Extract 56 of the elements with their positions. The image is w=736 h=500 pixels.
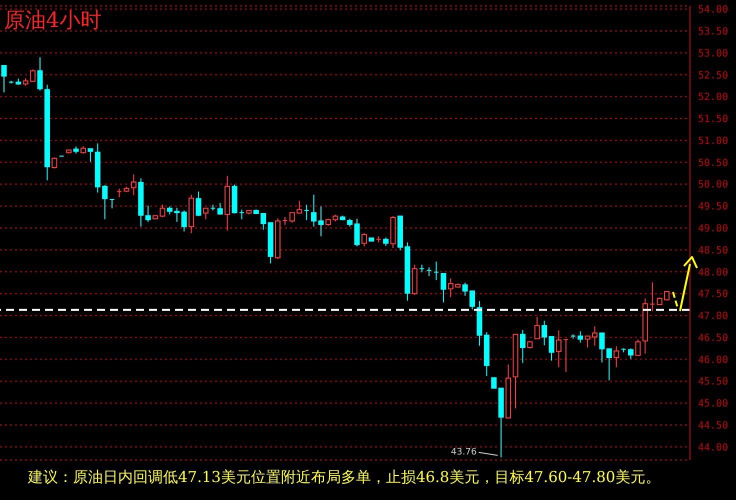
candlestick — [145, 205, 151, 222]
candlestick — [614, 346, 620, 368]
candlestick — [88, 148, 94, 162]
candlestick — [37, 56, 43, 91]
candlestick — [520, 329, 526, 364]
candlestick — [635, 339, 641, 356]
y-tick-label: 50.00 — [698, 180, 728, 191]
candlestick — [196, 191, 202, 217]
y-tick-label: 44.50 — [698, 420, 728, 432]
y-tick-label: 51.50 — [698, 114, 728, 126]
y-tick-label: 52.00 — [698, 92, 728, 104]
y-tick-label: 45.50 — [698, 376, 728, 388]
candlestick — [116, 188, 122, 198]
y-tick-label: 46.50 — [698, 332, 728, 344]
candlestick — [109, 199, 115, 209]
candlestick — [130, 174, 136, 196]
y-tick-label: 50.50 — [698, 158, 728, 169]
y-tick-label: 52.50 — [698, 70, 728, 82]
candlestick — [578, 330, 584, 344]
candlestick — [606, 348, 612, 381]
y-tick-label: 54.00 — [698, 4, 728, 16]
y-tick-label: 53.00 — [698, 48, 728, 60]
candlestick — [599, 332, 605, 363]
y-tick-label: 49.00 — [698, 224, 728, 235]
candlestick — [181, 210, 187, 232]
annotation: 43.76 — [450, 447, 477, 458]
candlestick — [563, 339, 569, 372]
candlestick — [238, 209, 244, 220]
candlestick — [650, 282, 656, 312]
y-tick-label: 53.50 — [698, 26, 728, 38]
candlestick — [491, 377, 497, 389]
y-tick-label: 48.00 — [698, 267, 728, 278]
y-tick-label: 45.00 — [698, 398, 728, 410]
y-tick-label: 51.00 — [698, 136, 728, 147]
chart-title: 原油4小时 — [4, 7, 102, 34]
candlestick — [361, 232, 367, 247]
candlestick — [534, 316, 540, 340]
y-tick-label: 47.50 — [698, 289, 728, 300]
candlestick — [434, 261, 440, 281]
y-tick-label: 46.00 — [698, 354, 728, 366]
candlestick — [628, 348, 634, 360]
y-tick-label: 48.50 — [698, 245, 728, 256]
candlestick — [304, 204, 310, 221]
y-tick-label: 49.50 — [698, 202, 728, 213]
candlestick — [556, 330, 562, 368]
candlestick — [217, 202, 223, 216]
candlestick — [52, 156, 58, 169]
candlestick — [542, 320, 548, 346]
candlestick — [1, 64, 7, 93]
y-tick-label: 47.00 — [698, 311, 728, 322]
candlestick — [548, 336, 554, 362]
text: 建议：原油日内回调低47.13美元位置附近布局多单，止损46.8美元，目标47.60-47.80美元。 — [28, 468, 660, 487]
candlestick — [202, 208, 208, 220]
y-tick-label: 44.00 — [698, 442, 728, 454]
candlestick — [354, 218, 360, 247]
candlestick — [440, 272, 446, 303]
